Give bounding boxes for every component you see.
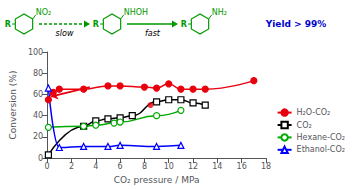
svg-text:60: 60 — [33, 90, 43, 99]
svg-text:20: 20 — [33, 132, 43, 141]
svg-text:NO₂: NO₂ — [36, 8, 52, 17]
svg-text:H₂O-CO₂: H₂O-CO₂ — [297, 108, 331, 117]
svg-text:Yield > 99%: Yield > 99% — [265, 19, 327, 29]
svg-text:40: 40 — [33, 111, 43, 120]
svg-text:R: R — [181, 20, 187, 29]
svg-text:Conversion (%): Conversion (%) — [8, 71, 18, 140]
svg-text:100: 100 — [28, 48, 43, 57]
svg-text:0: 0 — [45, 162, 50, 171]
svg-text:Hexane-CO₂: Hexane-CO₂ — [297, 133, 345, 142]
svg-text:16: 16 — [237, 162, 247, 171]
svg-text:NHOH: NHOH — [124, 8, 148, 17]
svg-text:6: 6 — [118, 162, 123, 171]
svg-text:Ethanol-CO₂: Ethanol-CO₂ — [297, 145, 345, 154]
svg-text:8: 8 — [142, 162, 147, 171]
svg-text:2: 2 — [69, 162, 74, 171]
svg-text:R: R — [93, 20, 99, 29]
svg-text:NH₂: NH₂ — [212, 8, 227, 17]
svg-text:0: 0 — [38, 154, 43, 163]
svg-text:CO₂: CO₂ — [297, 121, 312, 130]
svg-text:12: 12 — [188, 162, 198, 171]
svg-text:80: 80 — [33, 69, 43, 78]
svg-text:R: R — [5, 20, 11, 29]
svg-text:fast: fast — [145, 29, 161, 38]
svg-text:14: 14 — [212, 162, 222, 171]
svg-text:18: 18 — [261, 162, 271, 171]
svg-text:4: 4 — [93, 162, 98, 171]
svg-text:CO₂ pressure / MPa: CO₂ pressure / MPa — [114, 175, 200, 185]
svg-text:slow: slow — [56, 29, 74, 38]
svg-text:10: 10 — [164, 162, 174, 171]
